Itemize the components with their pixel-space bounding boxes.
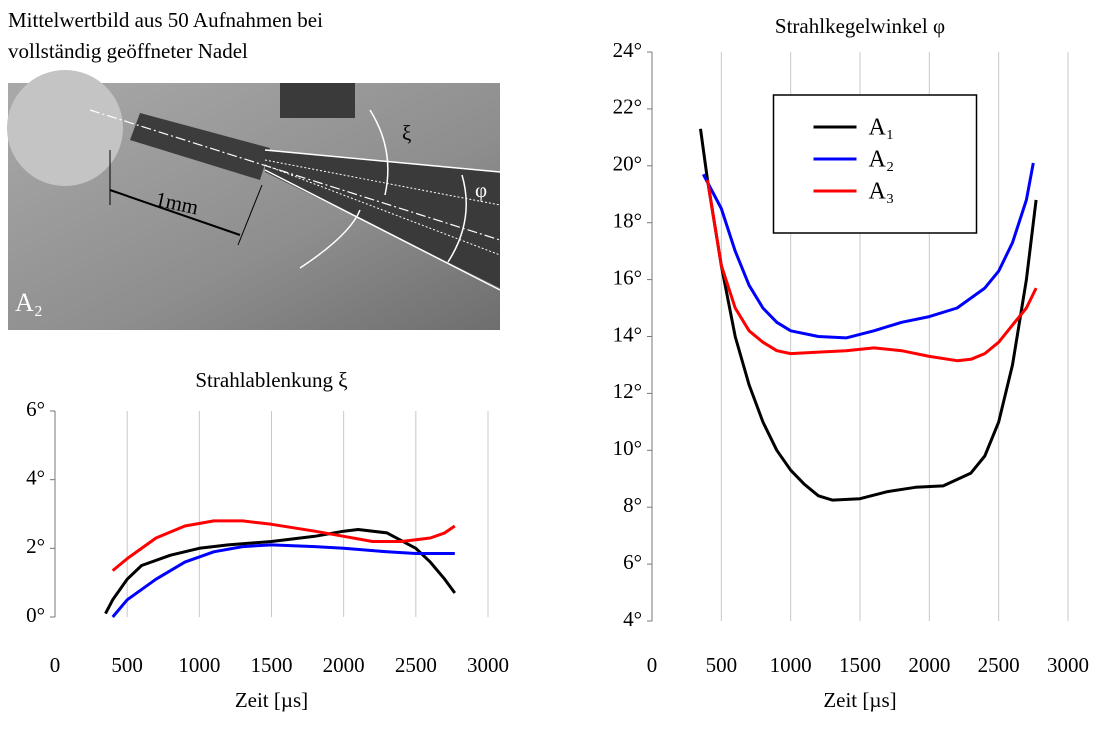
x-tick-label: 3000 [1047, 653, 1089, 677]
series-line [111, 543, 455, 618]
y-tick-label: 0° [26, 603, 45, 627]
x-tick-label: 2000 [323, 653, 365, 677]
x-tick-label: 2000 [908, 653, 950, 677]
series-line [104, 528, 457, 615]
y-tick-label: 6° [623, 550, 642, 574]
x-tick-label: 2500 [395, 653, 437, 677]
y-tick-label: 8° [623, 493, 642, 517]
y-tick-label: 22° [613, 95, 642, 119]
x-tick-label: 0 [647, 653, 658, 677]
series-line [701, 162, 1035, 340]
photo-label: ξ [402, 121, 411, 145]
y-tick-label: 18° [613, 209, 642, 233]
chart-title: Strahlkegelwinkel φ [775, 14, 945, 38]
y-tick-label: 12° [613, 379, 642, 403]
photo-name: A₂ [15, 288, 43, 317]
y-tick-label: 4° [26, 465, 45, 489]
y-tick-label: 4° [623, 607, 642, 631]
x-tick-label: 500 [706, 653, 738, 677]
y-tick-label: 16° [613, 265, 642, 289]
y-tick-label: 14° [613, 322, 642, 346]
y-tick-label: 2° [26, 534, 45, 558]
series-line [706, 179, 1038, 363]
x-axis-label: Zeit [µs] [235, 688, 308, 712]
x-tick-label: 1000 [178, 653, 220, 677]
caption-line: vollständig geöffneter Nadel [8, 39, 248, 63]
caption-line: Mittelwertbild aus 50 Aufnahmen bei [8, 8, 323, 32]
legend-label: A₂ [869, 147, 895, 173]
legend-box [772, 94, 978, 234]
photo-label: φ [475, 178, 487, 202]
legend-label: A₁ [869, 115, 895, 141]
legend-label: A₃ [869, 179, 895, 205]
x-tick-label: 1500 [251, 653, 293, 677]
x-axis-label: Zeit [µs] [823, 688, 896, 712]
y-tick-label: 24° [613, 38, 642, 62]
x-tick-label: 1000 [770, 653, 812, 677]
x-tick-label: 3000 [467, 653, 509, 677]
x-tick-label: 500 [111, 653, 143, 677]
series-line [111, 519, 456, 572]
series-line [699, 128, 1038, 502]
y-tick-label: 6° [26, 397, 45, 421]
y-tick-label: 10° [613, 436, 642, 460]
y-tick-label: 20° [613, 152, 642, 176]
photo: ξ φ 1mm A₂ [7, 70, 501, 330]
x-tick-label: 2500 [978, 653, 1020, 677]
chart-title: Strahlablenkung ξ [195, 368, 347, 392]
x-tick-label: 0 [50, 653, 61, 677]
x-tick-label: 1500 [839, 653, 881, 677]
